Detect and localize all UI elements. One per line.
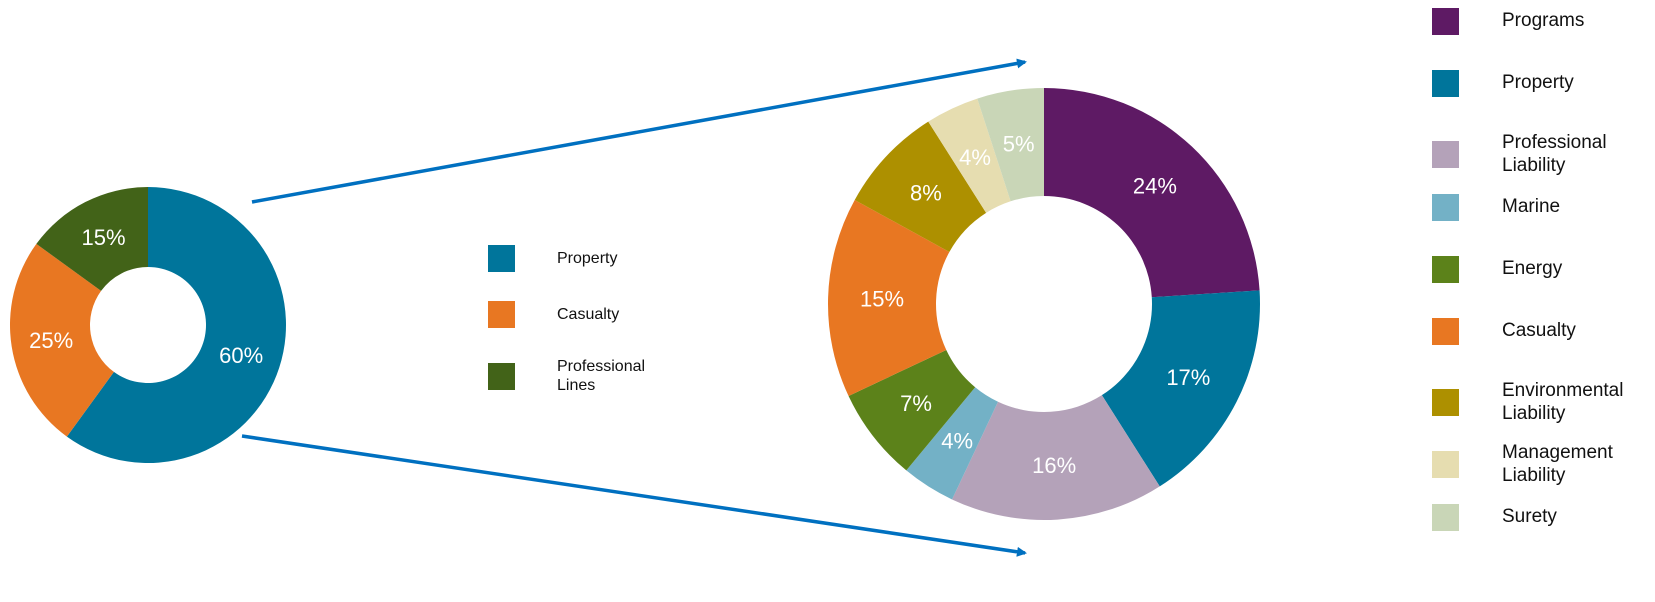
summary-legend-label: Casualty — [557, 305, 620, 323]
summary-data-label-property: 60% — [219, 343, 263, 368]
breakdown-legend-item-property: Property — [1432, 70, 1642, 97]
breakdown-slice-casualty — [828, 199, 950, 396]
breakdown-legend-item-management-liability: Management Liability — [1432, 442, 1642, 488]
breakdown-legend-swatch — [1432, 70, 1459, 97]
breakdown-legend-swatch — [1432, 256, 1459, 283]
breakdown-legend-swatch — [1432, 8, 1459, 35]
breakdown-legend-item-environmental-liability: Environmental Liability — [1432, 380, 1642, 426]
summary-donut-chart: 60% 25% 15% — [9, 187, 287, 463]
breakdown-legend-item-energy: Energy — [1432, 256, 1642, 283]
summary-slice-professional-lines — [36, 187, 149, 291]
breakdown-slice-management-liability — [928, 98, 1011, 213]
summary-slice-casualty — [9, 243, 114, 437]
breakdown-data-label-programs: 24% — [1133, 173, 1177, 198]
breakdown-data-label-property: 17% — [1166, 365, 1210, 390]
breakdown-legend-label: Casualty — [1502, 320, 1576, 342]
zoom-arrow-bottom — [241, 434, 1027, 557]
breakdown-legend-label: Environmental Liability — [1502, 380, 1624, 424]
summary-slice-property — [66, 187, 287, 463]
summary-data-label-professional-lines: 15% — [81, 225, 125, 250]
breakdown-slice-marine — [906, 387, 999, 500]
breakdown-legend-label: Programs — [1502, 10, 1585, 32]
breakdown-legend-item-marine: Marine — [1432, 194, 1642, 221]
breakdown-data-label-casualty: 15% — [860, 286, 904, 311]
breakdown-legend-label: Professional Liability — [1502, 132, 1607, 176]
breakdown-legend-swatch — [1432, 389, 1459, 417]
breakdown-slice-surety — [977, 88, 1044, 202]
zoom-arrow-top — [251, 58, 1027, 204]
summary-data-label-casualty: 25% — [29, 328, 73, 353]
summary-legend-label: Property — [557, 249, 618, 267]
breakdown-data-label-professional-liability: 16% — [1032, 453, 1076, 478]
breakdown-data-label-energy: 7% — [900, 391, 932, 416]
breakdown-legend-item-professional-liability: Professional Liability — [1432, 132, 1642, 178]
breakdown-legend-label: Property — [1502, 72, 1574, 94]
summary-legend-item-property: Property — [488, 245, 667, 272]
breakdown-donut-chart: 24% 17% 16% 4% 7% 15% 8% 4% 5% — [828, 88, 1260, 520]
breakdown-slice-property — [1101, 290, 1260, 487]
breakdown-legend-swatch — [1432, 194, 1459, 221]
summary-legend-item-casualty: Casualty — [488, 301, 667, 328]
breakdown-legend-label: Marine — [1502, 196, 1561, 218]
breakdown-slice-programs — [1044, 88, 1260, 298]
breakdown-legend-item-casualty: Casualty — [1432, 318, 1642, 345]
breakdown-legend-label: Management Liability — [1502, 442, 1613, 486]
breakdown-legend-swatch — [1432, 141, 1459, 169]
breakdown-legend-item-programs: Programs — [1432, 8, 1642, 35]
summary-legend-swatch — [488, 362, 515, 390]
breakdown-legend-label: Energy — [1502, 258, 1563, 280]
breakdown-legend-swatch — [1432, 318, 1459, 345]
breakdown-legend-label: Surety — [1502, 506, 1557, 528]
breakdown-data-label-management-liability: 4% — [959, 145, 991, 170]
summary-legend-label: Professional Lines — [557, 358, 646, 395]
summary-legend-item-professional-lines: Professional Lines — [488, 357, 667, 395]
breakdown-legend-swatch — [1432, 504, 1459, 531]
breakdown-legend-swatch — [1432, 451, 1459, 479]
breakdown-data-label-marine: 4% — [941, 428, 973, 453]
breakdown-slice-environmental-liability — [854, 121, 987, 252]
breakdown-data-label-environmental-liability: 8% — [910, 181, 942, 206]
summary-legend-swatch — [488, 301, 515, 328]
breakdown-slice-energy — [848, 349, 976, 471]
breakdown-data-label-surety: 5% — [1003, 131, 1035, 156]
summary-legend-swatch — [488, 245, 515, 272]
breakdown-legend-item-surety: Surety — [1432, 504, 1642, 531]
breakdown-slice-professional-liability — [952, 395, 1160, 520]
